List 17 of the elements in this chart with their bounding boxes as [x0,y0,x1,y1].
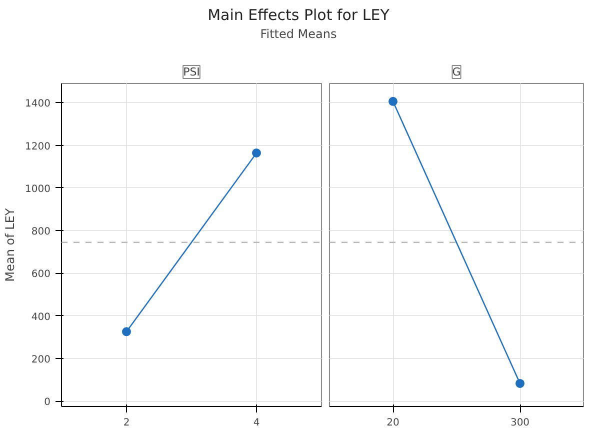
text: Fitted Means [259,26,338,44]
x-tick-label: 4 [253,418,260,428]
y-tick-label: 0 [44,397,51,408]
y-tick-label: 1000 [25,184,51,195]
y-tick-label: 400 [31,312,51,323]
y-tick-label: 200 [31,354,51,366]
y-tick-label: 800 [31,226,51,238]
y-tick-label: 1400 [25,98,51,110]
y-axis-title: Mean of LEY [3,208,18,282]
y-tick-label: 1200 [25,141,51,152]
x-tick-label: 2 [123,418,130,428]
chart-subtitle: Main Effects Plot for LEY [206,5,390,26]
y-tick-label: 600 [31,269,51,280]
x-tick-label: 300 [510,418,530,428]
x-tick-label: 20 [386,418,400,428]
chart-title: G [452,66,461,78]
chart-title: PSI [183,66,200,78]
